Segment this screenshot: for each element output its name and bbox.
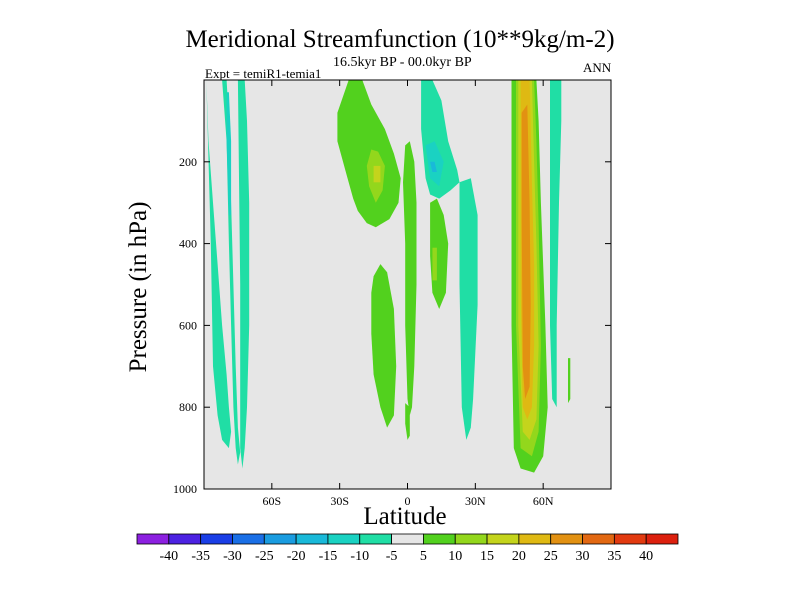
chart-subtitle: 16.5kyr BP - 00.0kyr BP <box>333 55 472 70</box>
contour-sh-polar-cell-b <box>222 80 241 465</box>
contour-nh-polar-right-sliver <box>568 358 571 404</box>
colorbar-label: -15 <box>319 549 338 564</box>
colorbar-label: -30 <box>223 549 242 564</box>
colorbar-label: -40 <box>159 549 178 564</box>
x-tick-label: 30N <box>465 494 486 508</box>
colorbar-swatch <box>232 533 265 545</box>
x-axis-label: Latitude <box>363 503 447 530</box>
contour-nh-polar-cell <box>550 80 562 408</box>
contour-nh-subtropics-negative <box>459 178 478 440</box>
contour-equatorial-narrow <box>403 141 417 416</box>
season-label: ANN <box>583 60 612 75</box>
colorbar-swatch <box>582 533 615 545</box>
colorbar-label: 40 <box>639 549 653 564</box>
y-tick-label: 400 <box>179 237 197 251</box>
y-tick-label: 600 <box>179 318 197 332</box>
colorbar-swatch <box>200 533 233 545</box>
colorbar-swatch <box>327 533 361 545</box>
colorbar-label: 35 <box>607 549 621 564</box>
colorbar-swatch <box>359 533 392 545</box>
experiment-label: Expt = temiR1-temia1 <box>205 66 322 81</box>
colorbar-swatch <box>168 533 202 545</box>
colorbar-label: 30 <box>576 549 590 564</box>
colorbar-label: -20 <box>287 549 306 564</box>
contour-nh-tropics-positive <box>430 198 449 309</box>
x-tick-label: 60S <box>262 494 281 508</box>
colorbar-swatch <box>550 533 583 545</box>
contour-nh-tropics-positive-core <box>432 247 437 281</box>
colorbar-swatch <box>136 533 170 545</box>
colorbar-swatch <box>645 533 679 545</box>
colorbar-label: -35 <box>191 549 210 564</box>
colorbar-swatch <box>486 533 520 545</box>
colorbar-label: 5 <box>420 549 427 564</box>
colorbar-swatch <box>263 533 297 545</box>
colorbar-label: 20 <box>512 549 526 564</box>
contour-tropical-sh-lower <box>371 264 397 428</box>
y-tick-label: 1000 <box>173 482 197 496</box>
contour-tropical-sh-cell <box>337 80 401 228</box>
colorbar-label: 10 <box>448 549 462 564</box>
x-tick-label: 0 <box>405 494 411 508</box>
colorbar-label: 15 <box>480 549 494 564</box>
colorbar-label: 25 <box>544 549 558 564</box>
colorbar-label: -5 <box>386 549 398 564</box>
x-tick-label: 60N <box>533 494 554 508</box>
colorbar-swatch <box>518 533 552 545</box>
contour-equatorial-lower-sliver <box>405 403 410 440</box>
contour-sh-polar-cell-c <box>237 80 250 469</box>
colorbar-swatch <box>613 533 647 545</box>
chart-title: Meridional Streamfunction (10**9kg/m-2) <box>185 26 615 53</box>
contour-tropical-sh-cell-inner <box>373 165 381 183</box>
y-tick-label: 200 <box>179 155 197 169</box>
x-tick-label: 30S <box>330 494 349 508</box>
colorbar-swatch <box>423 533 456 545</box>
colorbar-swatch <box>391 533 424 545</box>
y-tick-label: 800 <box>179 400 197 414</box>
contour-sh-polar-cell-c-core <box>226 92 232 215</box>
colorbar-label: -10 <box>350 549 369 564</box>
contour-nh-tropics-negative-inner <box>430 161 437 172</box>
contour-ferrel-cell-25 <box>521 104 531 399</box>
contour-sh-polar-cell-a <box>206 80 232 449</box>
colorbar-swatch <box>295 533 329 545</box>
colorbar-label: -25 <box>255 549 274 564</box>
plot-frame <box>203 79 612 490</box>
colorbar-swatch <box>454 533 488 545</box>
